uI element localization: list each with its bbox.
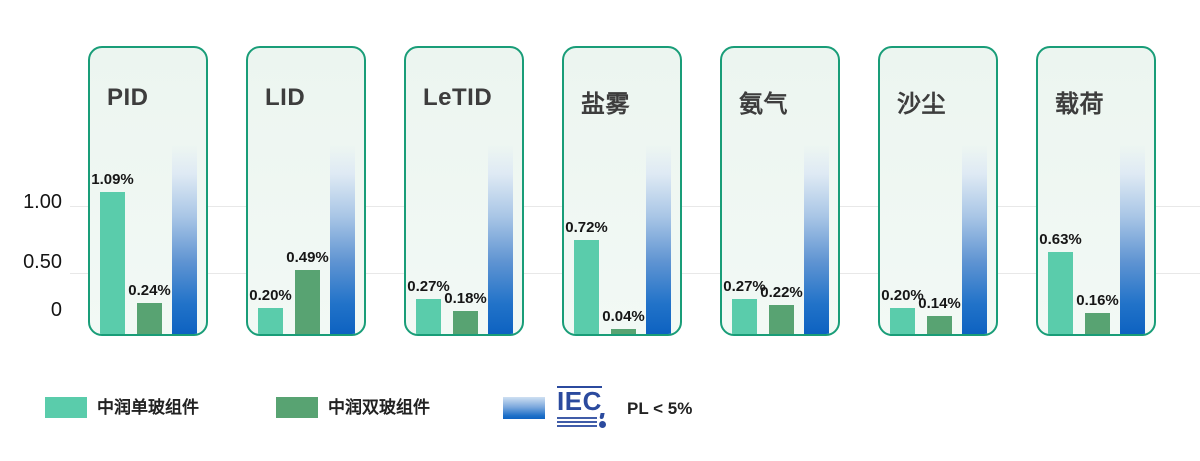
double-glass-bar: [1085, 313, 1110, 334]
panel-title: 沙尘: [897, 91, 946, 118]
single-glass-value-label: 0.20%: [881, 287, 924, 304]
y-tick-1.00: 1.00: [23, 191, 62, 213]
test-panel-氨气: 氨气 0.27% 0.22%: [720, 46, 840, 336]
double-glass-bar: [611, 329, 636, 334]
single-glass-bar: [732, 299, 757, 334]
iec-reference-bar: [962, 144, 987, 334]
single-glass-bar: [100, 192, 125, 334]
y-tick-0.50: 0.50: [23, 251, 62, 273]
double-glass-value-label: 0.16%: [1076, 292, 1119, 309]
panel-title: 氨气: [739, 91, 788, 118]
test-panel-沙尘: 沙尘 0.20% 0.14%: [878, 46, 998, 336]
double-glass-value-label: 0.22%: [760, 284, 803, 301]
single-glass-bar: [890, 308, 915, 334]
double-glass-value-label: 0.18%: [444, 290, 487, 307]
double-glass-bar: [769, 305, 794, 334]
panel-title: LeTID: [423, 84, 493, 111]
panel-title: LID: [265, 84, 306, 111]
legend-label-single-glass: 中润单玻组件: [97, 398, 199, 417]
test-panel-LID: LID 0.20% 0.49%: [246, 46, 366, 336]
single-glass-value-label: 0.27%: [723, 278, 766, 295]
double-glass-bar: [453, 311, 478, 334]
single-glass-value-label: 0.63%: [1039, 231, 1082, 248]
double-glass-value-label: 0.04%: [602, 308, 645, 325]
double-glass-value-label: 0.24%: [128, 282, 171, 299]
double-glass-bar: [137, 303, 162, 334]
double-glass-value-label: 0.49%: [286, 249, 329, 266]
single-glass-value-label: 1.09%: [91, 171, 134, 188]
single-glass-bar: [258, 308, 283, 334]
test-panel-载荷: 载荷 0.63% 0.16%: [1036, 46, 1156, 336]
single-glass-value-label: 0.20%: [249, 287, 292, 304]
iec-reference-bar: [646, 144, 671, 334]
single-glass-bar: [574, 240, 599, 334]
iec-logo: IEC: [557, 386, 609, 428]
panel-title: PID: [107, 84, 149, 111]
legend-swatch-single-glass: [45, 397, 87, 418]
single-glass-value-label: 0.27%: [407, 278, 450, 295]
single-glass-bar: [416, 299, 441, 334]
iec-reference-bar: [488, 144, 513, 334]
iec-reference-bar: [172, 144, 197, 334]
y-tick-0: 0: [50, 299, 62, 321]
double-glass-bar: [927, 316, 952, 334]
iec-logo-underlines: [557, 417, 606, 428]
test-panels: PID 1.09% 0.24% LID 0.20% 0.49% LeTID 0.…: [88, 46, 1156, 336]
iec-logo-dot: [599, 421, 606, 428]
legend-swatch-double-glass: [276, 397, 318, 418]
legend-swatch-iec: [503, 397, 545, 419]
double-glass-bar: [295, 270, 320, 334]
iec-logo-text: IEC: [557, 386, 602, 416]
iec-reference-bar: [804, 144, 829, 334]
iec-reference-bar: [330, 144, 355, 334]
iec-logo-c-tail: [599, 413, 605, 419]
double-glass-value-label: 0.14%: [918, 295, 961, 312]
legend-label-pl-limit: PL < 5%: [627, 399, 693, 418]
single-glass-value-label: 0.72%: [565, 219, 608, 236]
test-panel-盐雾: 盐雾 0.72% 0.04%: [562, 46, 682, 336]
test-panel-PID: PID 1.09% 0.24%: [88, 46, 208, 336]
iec-reference-bar: [1120, 144, 1145, 334]
single-glass-bar: [1048, 252, 1073, 334]
legend-label-double-glass: 中润双玻组件: [328, 398, 430, 417]
test-panel-LeTID: LeTID 0.27% 0.18%: [404, 46, 524, 336]
panel-title: 盐雾: [581, 91, 630, 118]
panel-title: 载荷: [1055, 91, 1104, 118]
